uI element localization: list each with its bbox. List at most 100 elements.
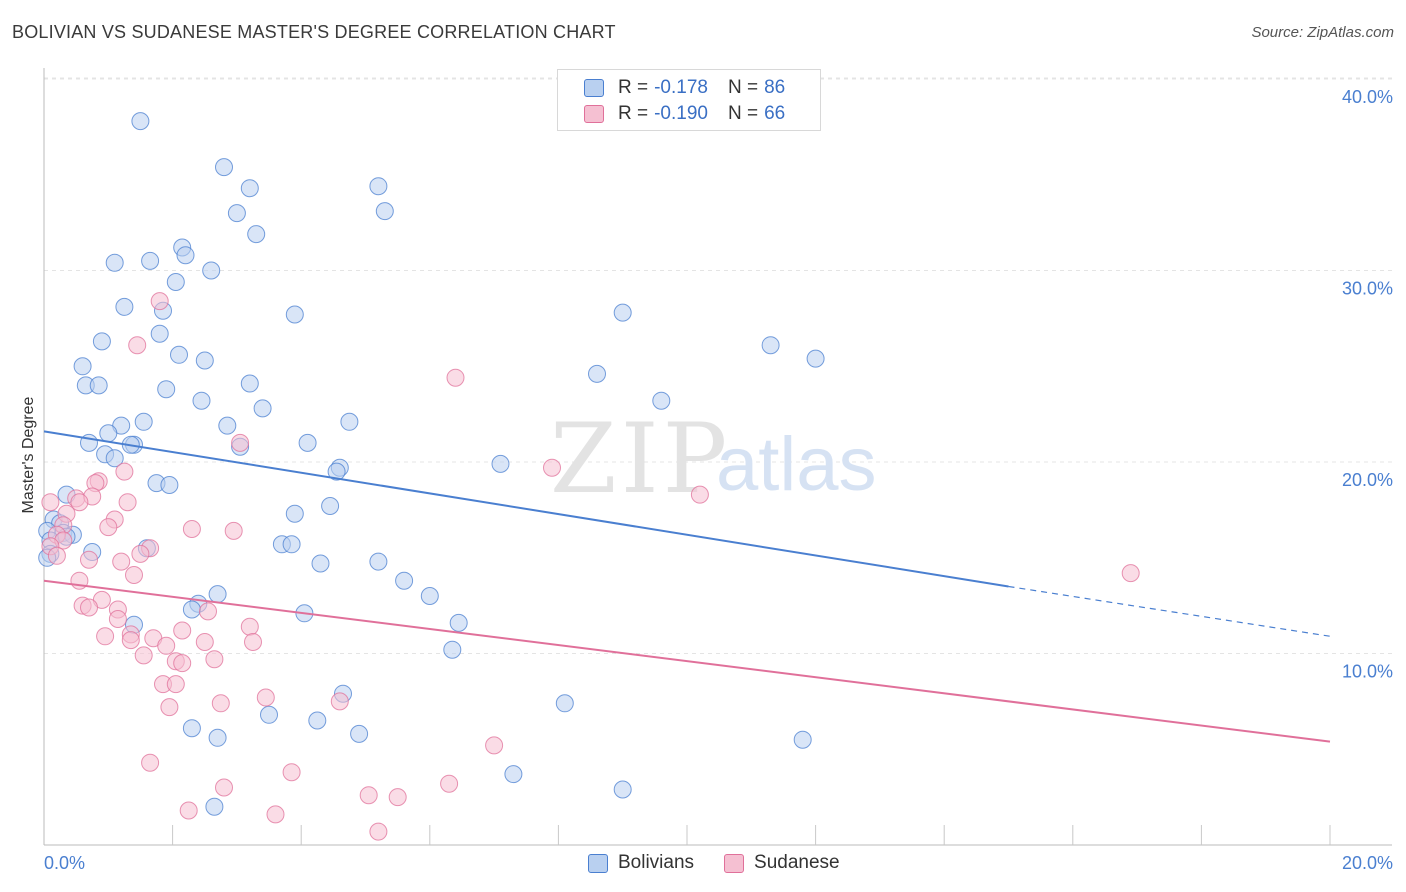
point-bolivians (420, 587, 439, 605)
trend-extension-bolivians (1008, 585, 1331, 637)
point-bolivians (247, 225, 266, 244)
grid (44, 77, 1392, 654)
point-bolivians (652, 391, 671, 410)
point-bolivians (613, 303, 632, 322)
point-sudanese (41, 493, 60, 512)
point-sudanese (128, 336, 147, 355)
point-bolivians (308, 711, 327, 730)
legend-r-value: -0.190 (654, 103, 708, 124)
point-sudanese (157, 636, 176, 655)
point-bolivians (166, 273, 185, 291)
point-bolivians (176, 246, 195, 265)
point-sudanese (215, 778, 233, 797)
point-sudanese (195, 633, 214, 651)
point-bolivians (504, 765, 523, 784)
point-sudanese (182, 520, 201, 538)
point-sudanese (224, 521, 243, 540)
point-sudanese (231, 433, 250, 452)
point-bolivians (182, 719, 201, 738)
series-label-bolivians: Bolivians (618, 852, 695, 873)
point-bolivians (240, 179, 259, 198)
point-sudanese (256, 688, 275, 707)
point-sudanese (115, 462, 134, 481)
y-tick-label: 30.0% (1342, 279, 1393, 299)
point-bolivians (761, 336, 780, 355)
point-bolivians (285, 305, 304, 324)
trend-line-bolivians (43, 430, 1009, 588)
point-bolivians (260, 705, 278, 724)
point-sudanese (440, 774, 459, 793)
point-bolivians (192, 391, 211, 410)
point-sudanese (205, 650, 224, 669)
point-sudanese (485, 736, 504, 755)
point-sudanese (141, 753, 160, 772)
point-bolivians (215, 158, 233, 177)
point-sudanese (369, 822, 388, 841)
point-bolivians (150, 324, 169, 343)
legend-n-value: 86 (764, 77, 786, 98)
point-sudanese (543, 458, 561, 477)
point-bolivians (350, 724, 369, 743)
point-bolivians (202, 261, 221, 280)
point-bolivians (321, 497, 340, 515)
legend-r-label: R = (618, 103, 649, 124)
point-bolivians (218, 416, 237, 435)
y-axis-label: Master's Degree (20, 396, 37, 513)
source-label: Source: ZipAtlas.com (1251, 24, 1394, 41)
point-sudanese (282, 763, 301, 782)
point-sudanese (108, 610, 127, 628)
point-sudanese (173, 654, 192, 673)
tick-labels: 10.0% 20.0% 30.0% 40.0% 0.0% 20.0% (44, 87, 1393, 873)
point-sudanese (359, 786, 378, 805)
point-bolivians (182, 600, 201, 619)
point-sudanese (244, 633, 262, 651)
point-sudanese (173, 621, 192, 640)
point-bolivians (555, 694, 574, 713)
point-bolivians (240, 374, 259, 393)
point-bolivians (285, 504, 304, 523)
point-sudanese (150, 292, 169, 311)
point-bolivians (340, 412, 359, 431)
point-sudanese (240, 617, 259, 636)
point-bolivians (195, 351, 214, 370)
point-bolivians (443, 640, 462, 659)
point-bolivians (588, 364, 606, 383)
series-legend: Bolivians Sudanese (588, 852, 870, 874)
point-sudanese (131, 544, 150, 563)
chart-title: BOLIVIAN VS SUDANESE MASTER'S DEGREE COR… (12, 22, 616, 42)
point-bolivians (73, 357, 92, 376)
legend-n-label: N = (727, 77, 759, 98)
points-layer (38, 112, 1140, 841)
point-sudanese (96, 627, 115, 646)
legend-swatch-sudanese (584, 105, 604, 123)
point-bolivians (369, 552, 388, 571)
point-bolivians (131, 112, 150, 131)
point-bolivians (282, 535, 301, 554)
point-sudanese (211, 694, 230, 713)
series-legend-bolivians[interactable]: Bolivians (588, 852, 694, 874)
point-sudanese (70, 493, 89, 512)
point-bolivians (157, 380, 176, 399)
point-sudanese (121, 631, 140, 650)
point-sudanese (80, 550, 98, 569)
point-sudanese (160, 698, 179, 717)
point-bolivians (327, 462, 346, 481)
axes (43, 68, 1392, 846)
point-bolivians (793, 730, 812, 749)
point-bolivians (208, 585, 227, 604)
point-sudanese (690, 485, 709, 504)
point-bolivians (375, 202, 394, 221)
point-sudanese (330, 692, 349, 711)
point-sudanese (125, 566, 143, 584)
trend-line-sudanese (43, 579, 1331, 743)
series-legend-sudanese[interactable]: Sudanese (724, 852, 840, 874)
point-sudanese (134, 646, 153, 665)
point-sudanese (1121, 564, 1140, 583)
watermark-atlas: atlas (716, 422, 877, 507)
point-bolivians (105, 253, 124, 272)
legend-n-value: 66 (764, 103, 786, 124)
point-sudanese (388, 788, 407, 807)
point-sudanese (166, 675, 185, 694)
point-bolivians (134, 412, 153, 431)
